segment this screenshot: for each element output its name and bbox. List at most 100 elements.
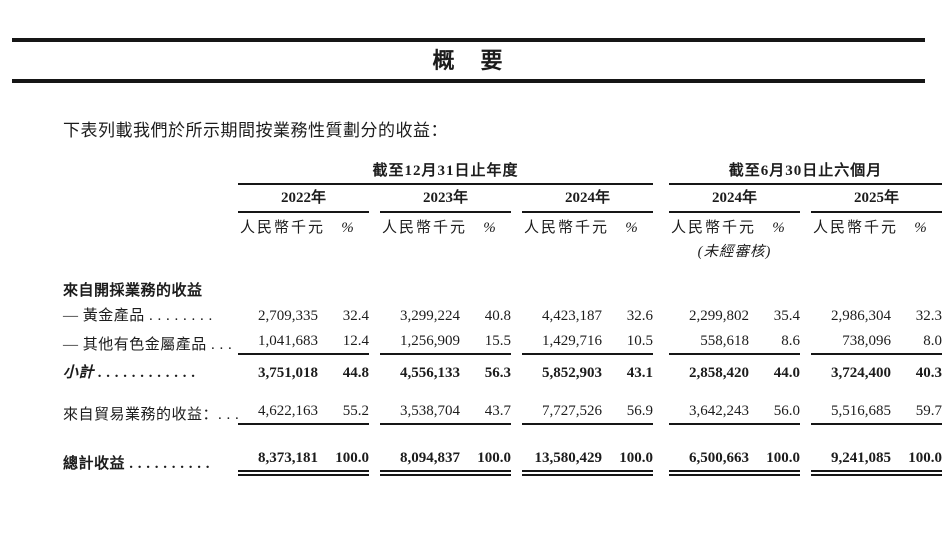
- column-gap: [511, 325, 522, 354]
- value-cell: 3,642,243: [669, 394, 758, 425]
- group-gap: [653, 444, 669, 473]
- percent-cell: 12.4: [326, 325, 369, 356]
- percent-cell: 100.0: [757, 443, 801, 477]
- value-cell: 2,299,802: [689, 307, 750, 324]
- percent-cell: 56.0: [757, 394, 801, 425]
- value-cell: 7,727,526: [522, 394, 610, 425]
- table-row: — 黃金產品 . . . . . . . . 2,709,335 32.4 3,299…: [63, 300, 942, 325]
- table-row: — 其他有色金屬產品 . . . 1,041,683 12.4 1,256,909 15…: [63, 325, 943, 356]
- percent-cell: 32.4: [342, 307, 369, 324]
- column-gap: [369, 212, 380, 239]
- unit-label: 人民幣千元: [382, 219, 468, 236]
- group-gap: [653, 354, 669, 382]
- table-row-units: 人民幣千元% 人民幣千元% 人民幣千元% 人民幣千元% 人民幣千元%: [63, 212, 942, 239]
- percent-cell: 55.2: [326, 394, 369, 425]
- page-title: 概 要: [432, 48, 505, 73]
- value-cell: 1,429,716: [522, 325, 610, 356]
- row-label-spacer: [63, 239, 238, 263]
- column-gap: [511, 444, 522, 473]
- value-cell: 8,094,837: [380, 443, 468, 477]
- year-header: 2025年: [811, 184, 943, 213]
- value-cell: 2,858,420: [689, 365, 750, 382]
- percent-label: %: [483, 219, 496, 236]
- group-gap: [653, 163, 669, 184]
- row-label: 來自貿易業務的收益：. . .: [63, 406, 240, 423]
- unit-label: 人民幣千元: [813, 219, 899, 236]
- percent-cell: 44.8: [342, 365, 369, 382]
- row-label-spacer: [63, 184, 238, 211]
- table-row-unaudited: (未經審核): [63, 239, 942, 263]
- column-gap: [369, 444, 380, 473]
- percent-cell: 35.4: [773, 307, 801, 324]
- unit-label: 人民幣千元: [671, 219, 757, 236]
- year-header: 2024年: [669, 184, 801, 213]
- table-row-years: 2022年 2023年 2024年 2024年 2025年: [63, 184, 943, 213]
- percent-cell: 10.5: [610, 325, 654, 356]
- percent-cell: 32.3: [915, 307, 943, 324]
- prospectus-page: 概 要 下表列載我們於所示期間按業務性質劃分的收益： 截至12月31日止年度 截至…: [0, 38, 948, 477]
- unit-label: 人民幣千元: [524, 219, 610, 236]
- table-row-spacer: [63, 263, 942, 278]
- percent-cell: 15.5: [468, 325, 511, 356]
- value-cell: 558,618: [669, 325, 758, 356]
- column-gap: [369, 354, 380, 382]
- group-gap: [653, 300, 669, 325]
- column-gap: [800, 212, 811, 239]
- column-gap: [369, 239, 380, 263]
- value-cell: 4,423,187: [542, 307, 602, 324]
- spacer-cell: [63, 263, 942, 278]
- column-gap: [511, 354, 522, 382]
- table-row: 來自開採業務的收益: [63, 278, 942, 300]
- percent-cell: 43.7: [468, 394, 511, 425]
- value-cell: 3,538,704: [380, 394, 468, 425]
- percent-cell: 40.8: [484, 307, 511, 324]
- group-gap: [653, 325, 669, 354]
- column-gap: [800, 354, 811, 382]
- table-row-spacer: [63, 424, 942, 444]
- value-cell: 2,709,335: [258, 307, 318, 324]
- percent-cell: 8.0: [899, 325, 943, 356]
- year-header: 2024年: [522, 184, 654, 213]
- period-group-header: 截至6月30日止六個月: [669, 163, 943, 186]
- row-label: — 其他有色金屬產品 . . .: [63, 337, 233, 354]
- row-label: — 黃金產品 . . . . . . . .: [63, 307, 213, 324]
- percent-cell: 100.0: [610, 443, 654, 477]
- column-gap: [800, 239, 811, 263]
- value-cell: 6,500,663: [669, 443, 758, 477]
- column-gap: [511, 300, 522, 325]
- group-gap: [653, 212, 669, 239]
- column-gap: [800, 444, 811, 473]
- row-label-spacer: [63, 212, 238, 239]
- value-cell: 13,580,429: [522, 443, 610, 477]
- percent-cell: 8.6: [757, 325, 801, 356]
- empty-cell: [238, 239, 369, 263]
- row-label-spacer: [63, 163, 238, 184]
- table-row-spacer: [63, 383, 942, 395]
- row-label-section: 來自開採業務的收益: [63, 282, 203, 299]
- row-label: 總計收益 . . . . . . . . . .: [63, 455, 211, 472]
- column-gap: [800, 325, 811, 354]
- spacer-cell: [63, 424, 942, 444]
- unaudited-note: (未經審核): [697, 243, 772, 260]
- value-cell: 3,724,400: [831, 365, 892, 382]
- table-row: 小計 . . . . . . . . . . . . 3,751,018 44.8 4…: [63, 354, 942, 382]
- empty-cell: [522, 239, 653, 263]
- percent-cell: 40.3: [915, 365, 943, 382]
- column-gap: [511, 239, 522, 263]
- percent-cell: 59.7: [899, 394, 943, 425]
- percent-cell: 32.6: [626, 307, 654, 324]
- period-group-header: 截至12月31日止年度: [238, 163, 654, 186]
- column-gap: [369, 395, 380, 424]
- percent-label: %: [341, 219, 354, 236]
- column-gap: [800, 184, 811, 211]
- page-header-band: 概 要: [12, 38, 925, 84]
- value-cell: 1,041,683: [238, 325, 326, 356]
- revenue-table-container: 截至12月31日止年度 截至6月30日止六個月 2022年 2023年 2024年 202…: [0, 163, 948, 477]
- value-cell: 4,556,133: [400, 365, 460, 382]
- column-gap: [369, 325, 380, 354]
- column-gap: [511, 184, 522, 211]
- group-gap: [653, 184, 669, 211]
- percent-label: %: [772, 219, 785, 236]
- column-gap: [800, 395, 811, 424]
- value-cell: 3,299,224: [400, 307, 460, 324]
